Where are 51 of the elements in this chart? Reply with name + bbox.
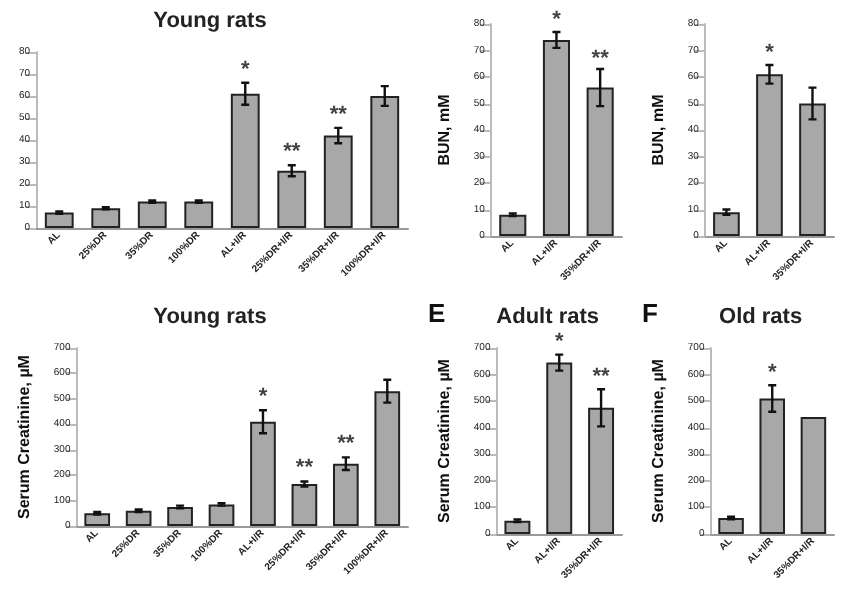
annotation: ** — [591, 46, 611, 71]
bar — [125, 510, 152, 526]
bar — [323, 135, 353, 228]
bar — [230, 93, 260, 228]
annotation: * — [240, 57, 251, 82]
annotation: * — [258, 385, 269, 410]
annotation: * — [767, 360, 778, 385]
bar — [504, 520, 531, 534]
text: F — [642, 298, 658, 328]
annotation: ** — [337, 432, 356, 457]
bar — [277, 170, 307, 228]
bar — [137, 201, 167, 228]
annotation: ** — [329, 102, 349, 127]
bar — [370, 96, 400, 228]
chart-title: Young rats — [153, 9, 267, 33]
bar — [250, 421, 276, 526]
chart-title: Old rats — [719, 305, 803, 329]
bar — [799, 103, 826, 236]
annotation: * — [765, 41, 776, 66]
bar — [546, 362, 573, 534]
annotation: ** — [592, 364, 612, 389]
bar — [332, 463, 359, 526]
bar — [44, 212, 74, 228]
bar — [713, 212, 740, 236]
bar — [800, 417, 827, 534]
bar — [759, 398, 786, 534]
bar — [586, 87, 614, 236]
y-axis-title: Serum Creatinine, µM — [435, 358, 453, 523]
bar — [184, 201, 214, 228]
chart-title: Adult rats — [496, 305, 600, 329]
y-axis-title: Serum Creatinine, µM — [649, 358, 667, 523]
y-axis-title: BUN, mM — [435, 93, 453, 166]
chart-title: Young rats — [153, 305, 267, 329]
bar — [374, 391, 401, 526]
bar — [291, 484, 318, 526]
bar — [208, 504, 235, 526]
annotation: ** — [295, 456, 315, 481]
annotation: ** — [283, 140, 302, 165]
annotation: * — [554, 329, 565, 354]
bar — [84, 513, 111, 526]
y-axis-title: BUN, mM — [649, 93, 667, 166]
bar — [542, 39, 571, 236]
bar — [588, 407, 615, 534]
bar — [718, 518, 744, 534]
annotation: * — [552, 8, 563, 33]
bar — [756, 74, 783, 236]
bar — [499, 214, 527, 236]
text: E — [428, 298, 446, 328]
bar — [91, 208, 121, 228]
bar — [167, 506, 193, 526]
y-axis-title: Serum Creatinine, µM — [15, 354, 33, 519]
